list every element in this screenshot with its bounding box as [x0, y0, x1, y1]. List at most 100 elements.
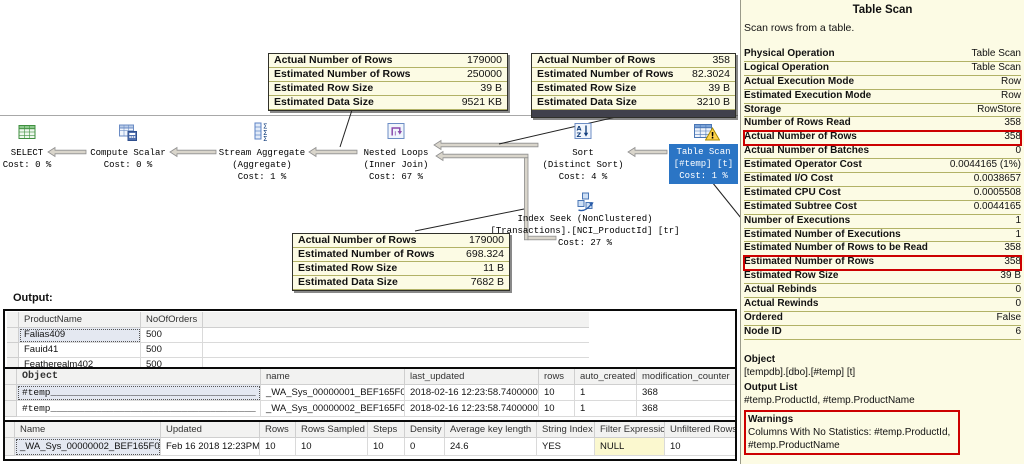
tooltip-sort: Actual Number of Rows 358 Estimated Numb… [531, 53, 736, 118]
cell-updated[interactable]: Feb 16 2018 12:23PM [161, 438, 260, 456]
property-row: Actual Number of Rows 358 [743, 130, 1022, 147]
plan-node-compute-scalar[interactable]: Compute Scalar Cost: 0 % [68, 147, 188, 171]
property-value: 358 [1004, 117, 1021, 129]
plan-node-sort[interactable]: Sort (Distinct Sort) Cost: 4 % [523, 147, 643, 183]
property-value: 0.0038657 [973, 173, 1021, 185]
column-header-filter-expression[interactable]: Filter Expression [595, 422, 665, 438]
property-value: Row [1000, 75, 1021, 87]
cell-name[interactable]: _WA_Sys_00000001_BEF165F0 [261, 385, 405, 401]
cell-object[interactable]: #temp___________________________________… [17, 401, 261, 417]
cell-rows-sampled[interactable]: 10 [296, 438, 368, 456]
column-header-modification-counter[interactable]: modification_counter [637, 369, 735, 385]
row-selector-stub[interactable] [7, 343, 19, 358]
warning-triangle-icon: ! [705, 127, 720, 141]
cell-productname[interactable]: Fauid41 [19, 343, 141, 358]
plan-node-stream-aggregate[interactable]: Stream Aggregate (Aggregate) Cost: 1 % [202, 147, 322, 183]
cell-modification-counter[interactable]: 368 [637, 385, 735, 401]
column-header-rows[interactable]: Rows [260, 422, 296, 438]
row-selector-stub[interactable] [5, 385, 17, 401]
cell-rows[interactable]: 10 [260, 438, 296, 456]
cell-rows[interactable]: 10 [539, 401, 575, 417]
property-row: Estimated Execution Mode Row [744, 90, 1021, 104]
cell-last-updated[interactable]: 2018-02-16 12:23:58.7400000 [405, 401, 539, 417]
tooltip-row-value: 698.324 [466, 248, 504, 260]
cell-last-updated[interactable]: 2018-02-16 12:23:58.7400000 [405, 385, 539, 401]
row-selector-stub[interactable] [5, 422, 15, 438]
cell-name[interactable]: _WA_Sys_00000002_BEF165F0 [15, 438, 161, 456]
row-filler [203, 328, 589, 343]
svg-text:Σ: Σ [263, 135, 267, 142]
property-label: Estimated Number of Rows [744, 256, 875, 268]
cell-modification-counter[interactable]: 368 [637, 401, 735, 417]
plan-node-index-seek[interactable]: Index Seek (NonClustered) [Transactions]… [445, 213, 725, 249]
column-header-rows[interactable]: rows [539, 369, 575, 385]
column-header-nooforders[interactable]: NoOfOrders [141, 312, 203, 328]
cell-filter-expression[interactable]: NULL [595, 438, 665, 456]
property-row: Actual Rebinds 0 [744, 284, 1021, 299]
column-header-last-updated[interactable]: last_updated [405, 369, 539, 385]
row-selector-stub[interactable] [5, 438, 15, 456]
property-value: 358 [1004, 256, 1021, 268]
tooltip-row-value: 9521 KB [461, 96, 502, 108]
cell-average-key-length[interactable]: 24.6 [445, 438, 537, 456]
cell-auto-created[interactable]: 1 [575, 401, 637, 417]
row-selector-stub[interactable] [5, 369, 17, 385]
property-row: Estimated Number of Rows 358 [743, 255, 1022, 272]
column-header-steps[interactable]: Steps [368, 422, 405, 438]
tooltip-row: Actual Number of Rows 358 [532, 54, 735, 68]
node-cost: Cost: 67 % [368, 172, 423, 182]
property-value: 1 [1015, 228, 1021, 240]
column-header-name[interactable]: Name [15, 422, 161, 438]
cell-steps[interactable]: 10 [368, 438, 405, 456]
nested-loops-icon [387, 123, 405, 139]
column-header-density[interactable]: Density [405, 422, 445, 438]
property-row: Storage RowStore [744, 104, 1021, 118]
plan-node-select[interactable]: SELECT Cost: 0 % [0, 147, 87, 171]
tooltip-row-label: Actual Number of Rows [537, 54, 656, 66]
tooltip-row-value: 39 B [708, 82, 730, 94]
stats-grid-header: Object name last_updated rows auto_creat… [5, 369, 735, 385]
tooltip-row: Estimated Number of Rows 698.324 [293, 248, 509, 262]
row-selector-stub[interactable] [7, 312, 19, 328]
column-header-name[interactable]: name [261, 369, 405, 385]
tooltip-row: Estimated Row Size 11 B [293, 262, 509, 276]
node-sublabel: [#temp] [t] [673, 159, 734, 169]
column-header-auto-created[interactable]: auto_created [575, 369, 637, 385]
cell-rows[interactable]: 10 [539, 385, 575, 401]
cell-auto-created[interactable]: 1 [575, 385, 637, 401]
cell-productname[interactable]: Falias409 [19, 328, 141, 343]
cell-string-index[interactable]: YES [537, 438, 595, 456]
column-header-updated[interactable]: Updated [161, 422, 260, 438]
row-selector-stub[interactable] [5, 401, 17, 417]
column-header-average-key-length[interactable]: Average key length [445, 422, 537, 438]
object-section-label: Object [744, 353, 776, 365]
plan-node-nested-loops[interactable]: Nested Loops (Inner Join) Cost: 67 % [336, 147, 456, 183]
property-row: Actual Execution Mode Row [744, 76, 1021, 90]
property-row: Actual Rewinds 0 [744, 298, 1021, 312]
cell-name[interactable]: _WA_Sys_00000002_BEF165F0 [261, 401, 405, 417]
column-header-rows-sampled[interactable]: Rows Sampled [296, 422, 368, 438]
cell-object[interactable]: #temp___________________________________… [17, 385, 261, 401]
cell-density[interactable]: 0 [405, 438, 445, 456]
svg-text:Σ: Σ [263, 129, 267, 137]
sort-icon: A Z [574, 123, 592, 139]
cell-nooforders[interactable]: 500 [141, 343, 203, 358]
header-filler [203, 312, 589, 328]
cell-nooforders[interactable]: 500 [141, 328, 203, 343]
row-filler [203, 343, 589, 358]
column-header-string-index[interactable]: String Index [537, 422, 595, 438]
cell-unfiltered-rows[interactable]: 10 [665, 438, 735, 456]
property-label: Estimated Execution Mode [744, 89, 872, 101]
node-label: Sort [572, 148, 594, 158]
column-header-object[interactable]: Object [17, 369, 261, 385]
node-cost: Cost: 0 % [2, 160, 52, 170]
column-header-unfiltered-rows[interactable]: Unfiltered Rows [665, 422, 735, 438]
column-header-productname[interactable]: ProductName [19, 312, 141, 328]
output-list-label: Output List [744, 381, 798, 393]
tooltip-row: Estimated Row Size 39 B [532, 82, 735, 96]
row-selector-stub[interactable] [7, 328, 19, 343]
svg-text:Σ: Σ [263, 123, 267, 131]
plan-node-table-scan-selected[interactable]: Table Scan [#temp] [t] Cost: 1 % [669, 144, 738, 184]
panel-title: Table Scan [852, 4, 913, 16]
property-label: Logical Operation [744, 61, 830, 73]
